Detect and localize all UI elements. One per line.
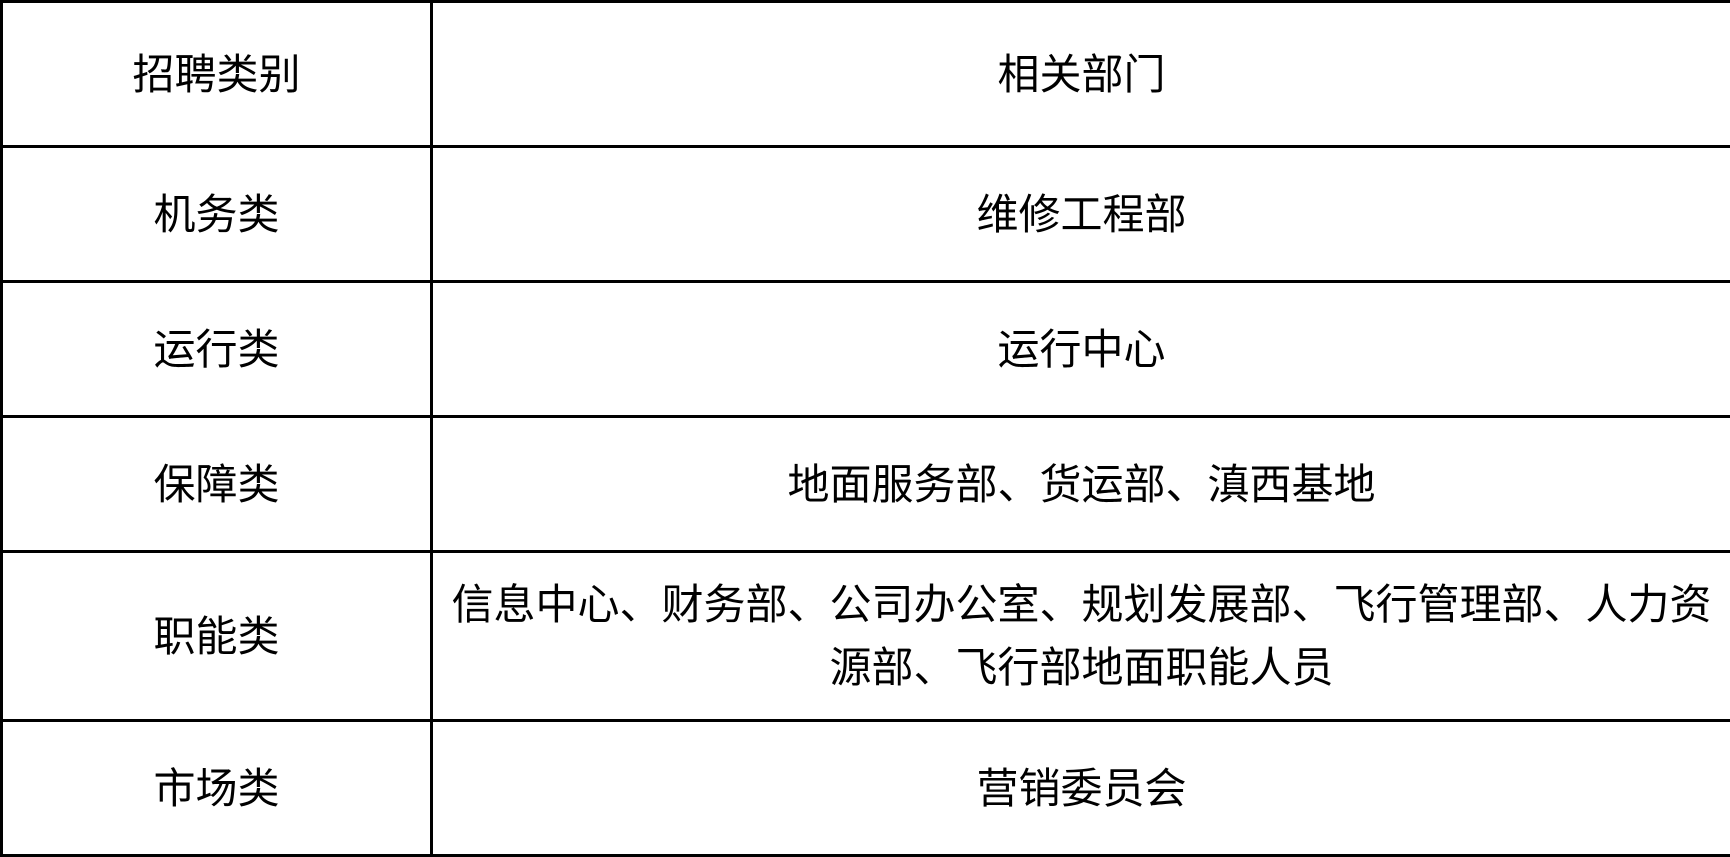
table-row: 机务类 维修工程部 <box>2 147 1730 282</box>
table-row: 保障类 地面服务部、货运部、滇西基地 <box>2 417 1730 552</box>
cell-category: 机务类 <box>2 147 432 282</box>
header-department: 相关部门 <box>432 2 1730 147</box>
recruitment-table: 招聘类别 相关部门 机务类 维修工程部 运行类 运行中心 保障类 地面服务部、货… <box>0 0 1730 857</box>
table-row: 运行类 运行中心 <box>2 282 1730 417</box>
table-header-row: 招聘类别 相关部门 <box>2 2 1730 147</box>
cell-category: 保障类 <box>2 417 432 552</box>
cell-category: 运行类 <box>2 282 432 417</box>
cell-department: 营销委员会 <box>432 721 1730 856</box>
header-category: 招聘类别 <box>2 2 432 147</box>
cell-category: 市场类 <box>2 721 432 856</box>
cell-category: 职能类 <box>2 552 432 721</box>
recruitment-table-container: 招聘类别 相关部门 机务类 维修工程部 运行类 运行中心 保障类 地面服务部、货… <box>0 0 1730 857</box>
table-row: 职能类 信息中心、财务部、公司办公室、规划发展部、飞行管理部、人力资源部、飞行部… <box>2 552 1730 721</box>
table-row: 市场类 营销委员会 <box>2 721 1730 856</box>
cell-department: 维修工程部 <box>432 147 1730 282</box>
cell-department: 信息中心、财务部、公司办公室、规划发展部、飞行管理部、人力资源部、飞行部地面职能… <box>432 552 1730 721</box>
cell-department: 运行中心 <box>432 282 1730 417</box>
cell-department: 地面服务部、货运部、滇西基地 <box>432 417 1730 552</box>
